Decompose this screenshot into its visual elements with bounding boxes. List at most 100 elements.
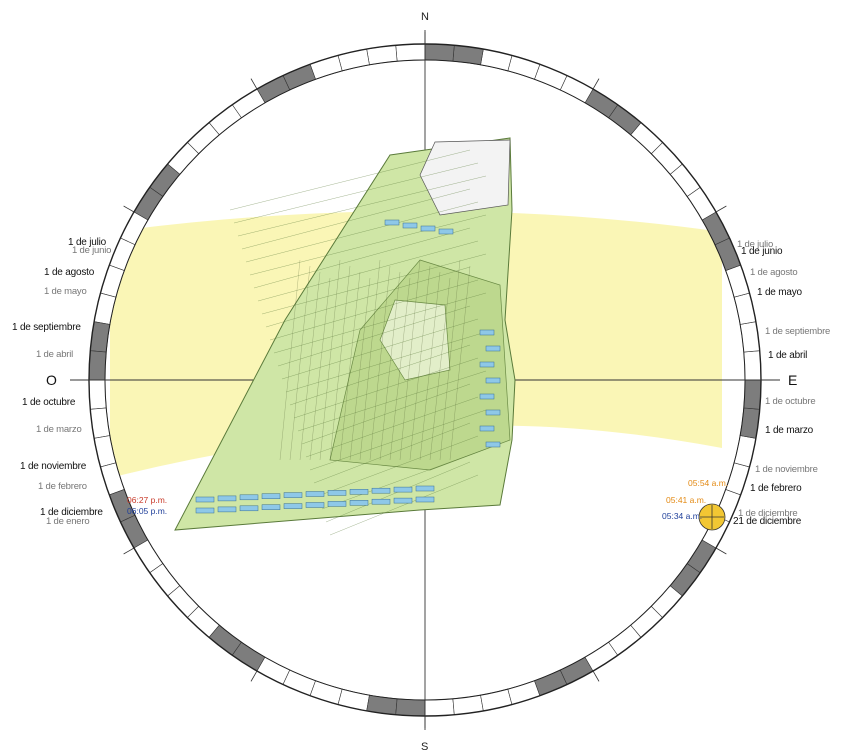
site-hatch-line [449, 265, 471, 461]
site-hatch-line [257, 240, 479, 302]
building-block [349, 489, 369, 495]
ring-tick [123, 205, 135, 213]
ring-segment [424, 698, 455, 717]
site-hatch-line [297, 370, 487, 432]
building-block [384, 219, 400, 226]
building-block [305, 502, 325, 508]
site-hatch-line [389, 277, 411, 461]
site-hatch-line [241, 188, 471, 250]
building-block [217, 506, 237, 513]
building-block [283, 503, 303, 509]
sunrise-time-2: 05:41 a.m. [666, 495, 706, 505]
west-label: 1 de agosto [44, 267, 95, 278]
site-hatch-line [281, 318, 479, 380]
east-label: 1 de octubre [765, 396, 815, 407]
site-hatch-line [419, 271, 441, 461]
building-block [393, 486, 413, 493]
east-month-labels: 1 de julio 1 de junio 1 de agosto 1 de m… [733, 239, 830, 527]
building-block [283, 492, 303, 498]
building-block [393, 497, 413, 504]
site-hatch-line [229, 149, 471, 211]
site-hatch-line [439, 259, 461, 461]
site-hatch-line [269, 279, 479, 341]
east-label: 1 de julio [737, 239, 773, 250]
site-hatch-line [279, 259, 301, 461]
site-hatch-line [369, 265, 391, 461]
site-hatch-line [289, 344, 471, 406]
building-rows [195, 219, 501, 514]
sunrise-time-3: 05:34 a.m. [662, 511, 702, 521]
east-sunrise-times: 05:54 a.m. 05:41 a.m. 05:34 a.m. [662, 478, 728, 521]
site-hatch-line [321, 448, 487, 510]
sunset-time-jun: 06:05 p.m. [127, 506, 167, 516]
west-month-labels: 1 de julio 1 de junio 1 de agosto 1 de m… [12, 237, 111, 527]
compass-north: N [421, 11, 429, 23]
east-label: 1 de junio [741, 246, 783, 257]
ring-segment [743, 350, 762, 381]
ring-tick [592, 670, 600, 682]
site-hatch-line [429, 277, 451, 461]
building-block [371, 487, 391, 494]
west-label: 1 de diciembre [40, 507, 103, 518]
sunrise-time-1: 05:54 a.m. [688, 478, 728, 488]
east-label: 1 de agosto [750, 267, 797, 278]
site-hatch-line [277, 305, 471, 367]
compass-south: S [421, 741, 428, 753]
building-block [415, 496, 435, 503]
site-hatch-line [339, 271, 361, 461]
site-hatch-line [309, 409, 487, 471]
building-block [420, 225, 436, 232]
building-block [305, 491, 325, 497]
site-hatch-line [379, 271, 401, 461]
ring-tick [250, 78, 258, 90]
building-block [485, 409, 501, 416]
east-label: 1 de mayo [757, 287, 803, 298]
west-sunset-times: 06:27 p.m. 06:05 p.m. [127, 495, 167, 516]
building-block [479, 425, 495, 432]
site-hatch-line [285, 331, 487, 393]
west-label: 1 de abril [36, 349, 73, 360]
site-hatch-line [359, 259, 381, 461]
building-block [485, 345, 501, 352]
site-hatch-line [305, 396, 479, 458]
sunset-time-dec: 06:27 p.m. [127, 495, 167, 505]
ring-segment [88, 350, 107, 381]
compass-east: E [788, 372, 797, 388]
ring-tick [592, 78, 600, 90]
site-hatch-line [273, 292, 487, 354]
site-hatch-line [261, 253, 487, 315]
site-hatch-line [349, 277, 371, 461]
site-hatch-line [245, 201, 479, 263]
site-hatch-line [293, 357, 479, 419]
building-block [479, 329, 495, 336]
building-block [327, 490, 347, 496]
site-hatch-line [301, 383, 471, 445]
building-block [239, 494, 259, 501]
site-hatch-line [237, 175, 487, 237]
building-block [479, 361, 495, 368]
east-label: 21 de diciembre [733, 516, 802, 527]
site-hatch-line [299, 271, 321, 461]
building-block [371, 498, 391, 505]
east-label: 1 de diciembre [738, 508, 798, 519]
ring-segment [395, 698, 426, 717]
site-hatch-line [329, 474, 479, 536]
ring-segment [743, 379, 762, 410]
west-label: 1 de noviembre [20, 461, 87, 472]
west-label: 1 de octubre [22, 397, 76, 408]
building-block [239, 505, 259, 512]
ring-tick [715, 547, 727, 555]
ring-segment [88, 379, 107, 410]
building-block [349, 500, 369, 506]
ring-tick [715, 205, 727, 213]
compass-west: O [46, 372, 57, 388]
ring-tick [250, 670, 258, 682]
west-label: 1 de febrero [38, 481, 87, 492]
site-hatch-line [249, 214, 487, 276]
site-hatch-line [233, 162, 479, 224]
compass-ring [88, 43, 762, 717]
ring-segment [424, 43, 455, 62]
building-block [415, 485, 435, 492]
east-label: 1 de septiembre [765, 326, 830, 337]
